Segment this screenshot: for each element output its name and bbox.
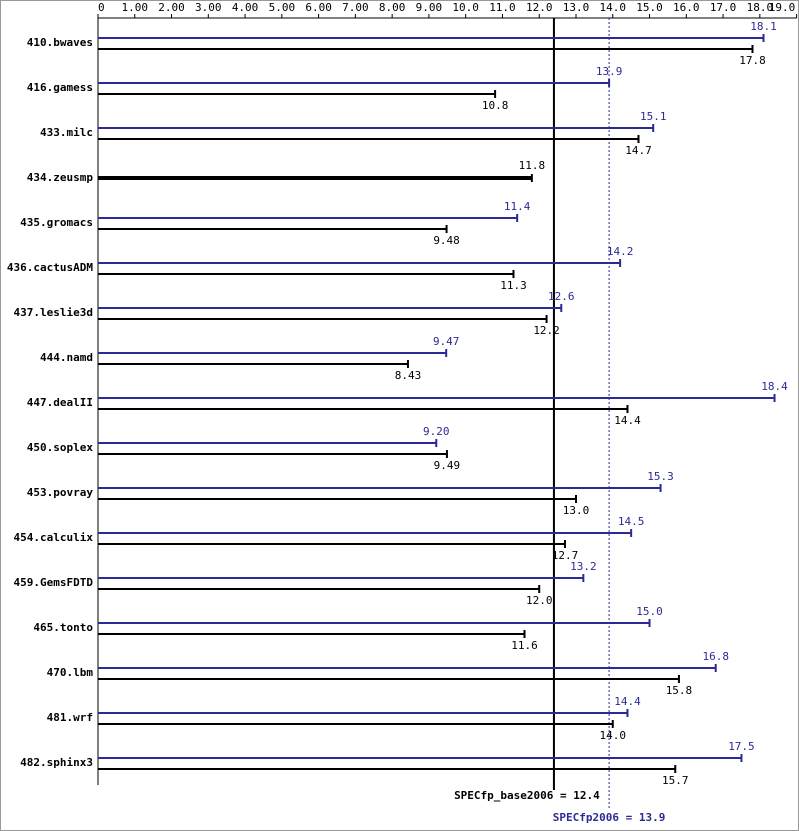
value-label: 12.0 [526,594,553,607]
x-tick-label: 8.00 [379,1,406,14]
category-label: 437.leslie3d [14,306,93,319]
category-label: 453.povray [27,486,94,499]
value-label: 17.5 [728,740,755,753]
category-label: 444.namd [40,351,93,364]
value-label: 11.4 [504,200,531,213]
x-tick-label: 18.0 [747,1,774,14]
category-label: 410.bwaves [27,36,93,49]
x-tick-label: 12.0 [526,1,553,14]
category-label: 481.wrf [47,711,93,724]
value-label: 16.8 [702,650,729,663]
x-tick-label: 19.0 [769,1,796,14]
value-label: 13.0 [563,504,590,517]
category-label: 433.milc [40,126,93,139]
value-label: 12.7 [552,549,579,562]
x-tick-label: 5.00 [269,1,296,14]
category-label: 470.lbm [47,666,94,679]
category-label: 465.tonto [33,621,93,634]
x-tick-label: 13.0 [563,1,590,14]
x-tick-label: 4.00 [232,1,259,14]
x-tick-label: 6.00 [305,1,332,14]
value-label: 8.43 [395,369,422,382]
x-tick-label: 7.00 [342,1,369,14]
x-tick-label: 17.0 [710,1,737,14]
value-label: 9.48 [433,234,460,247]
x-tick-label: 9.00 [416,1,443,14]
value-label: 11.3 [500,279,527,292]
category-label: 434.zeusmp [27,171,94,184]
x-tick-label: 0 [98,1,105,14]
value-label: 12.2 [533,324,560,337]
x-tick-label: 2.00 [158,1,185,14]
value-label: 18.4 [761,380,788,393]
category-label: 454.calculix [14,531,94,544]
category-label: 482.sphinx3 [20,756,93,769]
x-tick-label: 3.00 [195,1,222,14]
value-label: 9.49 [434,459,461,472]
reference-label: SPECfp2006 = 13.9 [553,811,666,824]
value-label: 10.8 [482,99,509,112]
value-label: 14.5 [618,515,645,528]
category-label: 447.dealII [27,396,93,409]
value-label: 14.4 [614,414,641,427]
value-label: 15.0 [636,605,663,618]
value-label: 13.9 [596,65,623,78]
value-label: 13.2 [570,560,597,573]
category-label: 436.cactusADM [7,261,93,274]
category-label: 416.gamess [27,81,93,94]
category-label: 450.soplex [27,441,94,454]
x-tick-label: 11.0 [489,1,516,14]
value-label: 11.6 [511,639,538,652]
value-label: 14.0 [600,729,627,742]
x-tick-label: 10.0 [452,1,479,14]
value-label: 17.8 [739,54,766,67]
value-label: 15.3 [647,470,674,483]
x-tick-label: 15.0 [636,1,663,14]
value-label: 18.1 [750,20,777,33]
reference-label: SPECfp_base2006 = 12.4 [454,789,600,802]
value-label: 15.1 [640,110,667,123]
value-label: 9.20 [423,425,450,438]
x-tick-label: 14.0 [600,1,627,14]
category-label: 435.gromacs [20,216,93,229]
value-label: 14.4 [614,695,641,708]
x-tick-label: 16.0 [673,1,700,14]
value-label: 14.2 [607,245,634,258]
value-label: 11.8 [519,159,546,172]
value-label: 14.7 [625,144,652,157]
value-label: 9.47 [433,335,460,348]
category-label: 459.GemsFDTD [14,576,94,589]
value-label: 15.7 [662,774,689,787]
value-label: 12.6 [548,290,575,303]
x-tick-label: 1.00 [122,1,149,14]
value-label: 15.8 [666,684,693,697]
